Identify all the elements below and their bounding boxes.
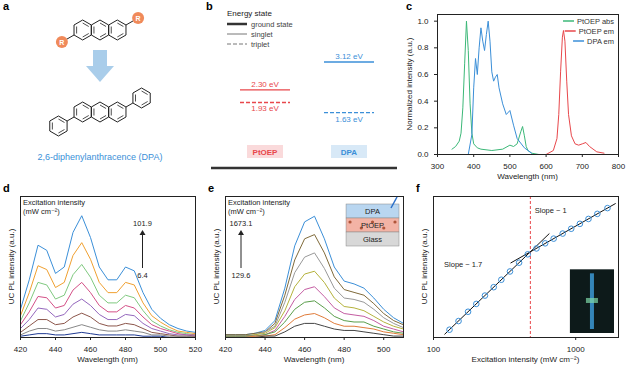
svg-text:a: a — [3, 0, 10, 12]
svg-text:Wavelength (nm): Wavelength (nm) — [497, 172, 558, 181]
svg-text:0.6: 0.6 — [417, 70, 429, 79]
svg-text:700: 700 — [576, 162, 590, 171]
svg-text:100: 100 — [427, 345, 441, 354]
svg-text:520: 520 — [189, 345, 203, 354]
svg-text:PtOEP: PtOEP — [253, 148, 279, 157]
svg-text:0.8: 0.8 — [417, 43, 429, 52]
svg-text:0.0: 0.0 — [417, 150, 429, 159]
svg-text:Excitation intensity: Excitation intensity — [23, 198, 85, 207]
svg-text:460: 460 — [298, 345, 312, 354]
svg-text:singlet: singlet — [251, 30, 274, 39]
svg-text:Excitation intensity: Excitation intensity — [228, 198, 290, 207]
svg-text:PtOEP em: PtOEP em — [579, 27, 614, 36]
svg-text:101.9: 101.9 — [133, 219, 152, 228]
svg-text:ground state: ground state — [251, 20, 293, 29]
svg-text:DPA: DPA — [365, 207, 380, 216]
svg-text:800: 800 — [612, 162, 626, 171]
svg-text:440: 440 — [49, 345, 63, 354]
svg-text:triplet: triplet — [251, 40, 270, 49]
svg-text:(mW cm⁻²): (mW cm⁻²) — [228, 207, 265, 216]
svg-text:2.30 eV: 2.30 eV — [251, 80, 279, 89]
svg-text:Glass: Glass — [363, 235, 382, 244]
svg-text:UC PL intensity (a.u.): UC PL intensity (a.u.) — [420, 228, 429, 304]
svg-text:Normalized intensity (a.u.): Normalized intensity (a.u.) — [405, 37, 414, 130]
svg-text:b: b — [206, 0, 213, 12]
svg-text:c: c — [406, 0, 412, 12]
svg-text:1.0: 1.0 — [417, 17, 429, 26]
svg-text:Wavelength (nm): Wavelength (nm) — [284, 355, 345, 364]
svg-text:0.2: 0.2 — [417, 123, 429, 132]
svg-text:(mW cm⁻²): (mW cm⁻²) — [23, 207, 60, 216]
svg-text:300: 300 — [431, 162, 445, 171]
svg-text:460: 460 — [84, 345, 98, 354]
svg-text:129.6: 129.6 — [232, 271, 251, 280]
svg-text:UC PL intensity (a.u.): UC PL intensity (a.u.) — [7, 228, 16, 304]
svg-text:1.63 eV: 1.63 eV — [335, 115, 363, 124]
svg-text:Slope ~ 1.7: Slope ~ 1.7 — [444, 260, 482, 269]
svg-text:Excitation intensity (mW cm⁻²): Excitation intensity (mW cm⁻²) — [472, 355, 580, 364]
svg-text:500: 500 — [503, 162, 517, 171]
svg-text:Energy state: Energy state — [227, 9, 272, 18]
svg-text:DPA: DPA — [341, 148, 358, 157]
svg-text:420: 420 — [14, 345, 28, 354]
svg-text:Wavelength (nm): Wavelength (nm) — [77, 355, 138, 364]
svg-text:e: e — [208, 182, 214, 194]
svg-text:Slope ~ 1: Slope ~ 1 — [535, 206, 567, 215]
svg-text:500: 500 — [154, 345, 168, 354]
svg-text:400: 400 — [467, 162, 481, 171]
svg-text:480: 480 — [337, 345, 351, 354]
svg-text:480: 480 — [119, 345, 133, 354]
svg-text:6.4: 6.4 — [137, 271, 147, 280]
svg-text:R: R — [136, 15, 141, 22]
svg-text:R: R — [59, 39, 64, 46]
svg-text:600: 600 — [539, 162, 553, 171]
svg-text:1.93 eV: 1.93 eV — [251, 104, 279, 113]
svg-text:d: d — [3, 182, 10, 194]
svg-text:DPA em: DPA em — [587, 37, 614, 46]
svg-text:UC PL intensity (a.u.): UC PL intensity (a.u.) — [212, 228, 221, 304]
svg-text:1000: 1000 — [567, 345, 585, 354]
svg-text:420: 420 — [219, 345, 233, 354]
svg-text:f: f — [416, 182, 420, 194]
svg-text:440: 440 — [258, 345, 272, 354]
svg-text:500: 500 — [377, 345, 391, 354]
svg-text:PtOEP: PtOEP — [361, 221, 384, 230]
svg-text:PtOEP abs: PtOEP abs — [577, 17, 614, 26]
svg-text:0.4: 0.4 — [417, 97, 429, 106]
svg-text:2,6-diphenylanthracence (DPA): 2,6-diphenylanthracence (DPA) — [38, 152, 163, 162]
svg-text:3.12 eV: 3.12 eV — [335, 52, 363, 61]
svg-text:1673.1: 1673.1 — [230, 219, 253, 228]
